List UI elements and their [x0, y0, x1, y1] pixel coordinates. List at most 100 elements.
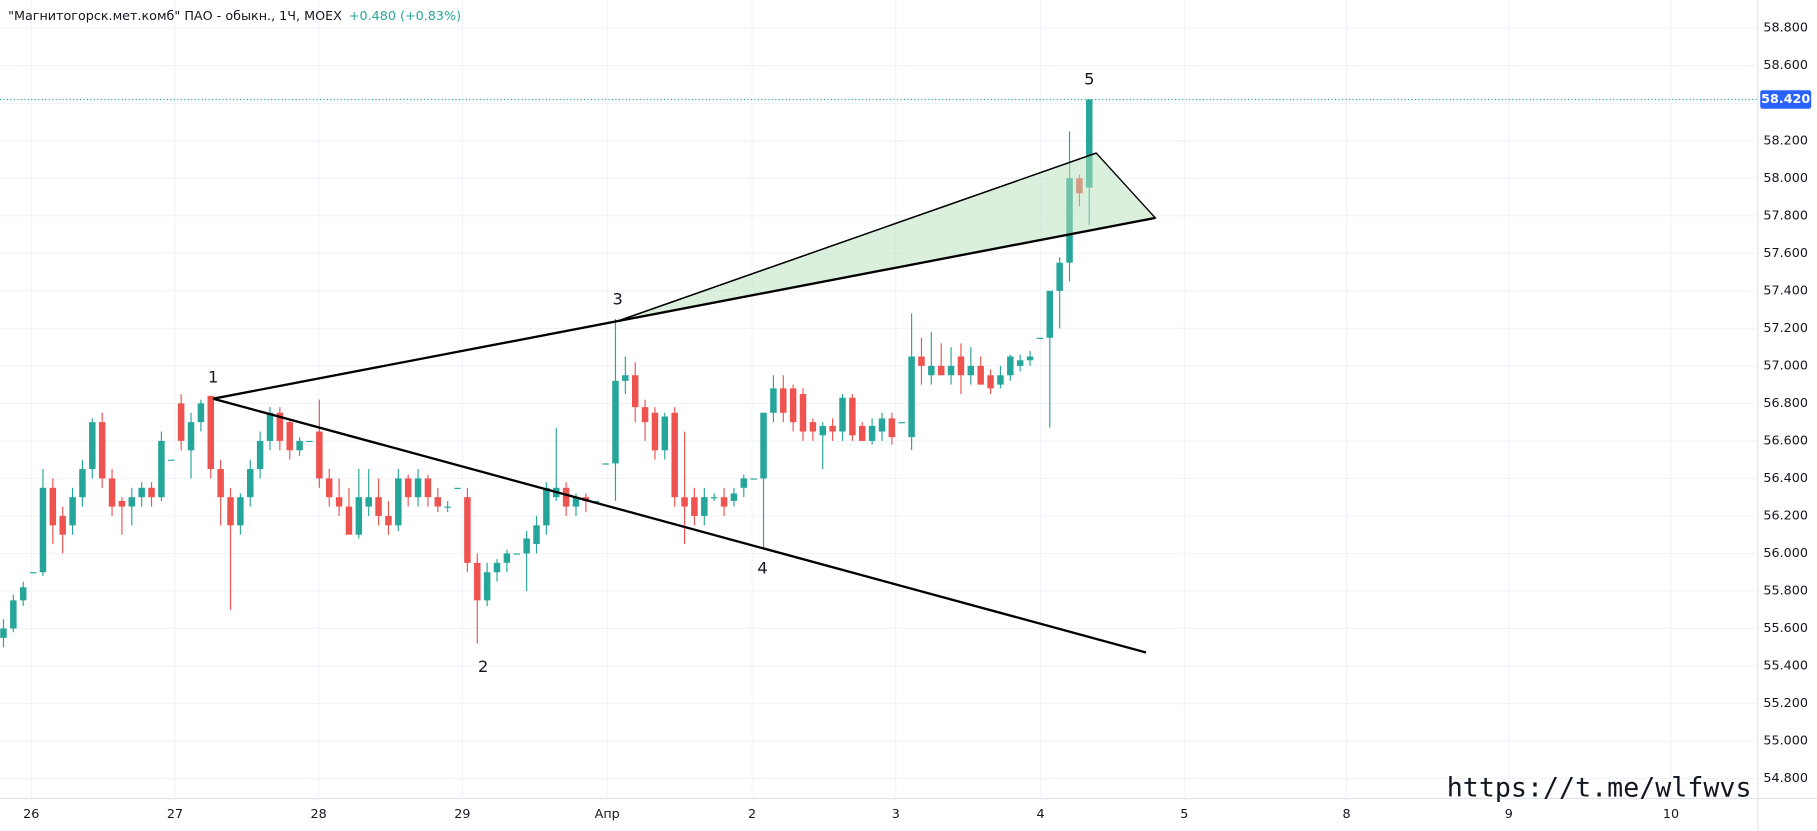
candle-body	[651, 412, 659, 451]
candle-body	[89, 422, 96, 470]
candle-body	[898, 422, 905, 424]
x-tick-label: 9	[1505, 807, 1513, 822]
candle-body	[937, 365, 945, 376]
candle-body	[345, 506, 353, 535]
candle-body	[197, 403, 205, 423]
candle-body	[1036, 337, 1044, 339]
watermark: https://t.me/wlfwvs	[1447, 773, 1752, 804]
candle-body	[128, 497, 136, 507]
candle-body	[681, 497, 688, 507]
candle-body	[809, 422, 817, 432]
candle-body	[641, 407, 649, 423]
x-tick-label: 26	[23, 807, 39, 822]
candle-body	[187, 422, 195, 451]
candle-body	[533, 525, 540, 545]
candle-body	[858, 425, 866, 441]
y-tick-label: 58.600	[1763, 58, 1808, 73]
candle-body	[661, 416, 669, 451]
candle-body	[404, 478, 412, 498]
candle-body	[957, 356, 965, 376]
candle-body	[424, 478, 432, 498]
candle-body	[918, 356, 925, 366]
price-change: +0.480 (+0.83%)	[349, 9, 461, 24]
candle-body	[513, 553, 521, 555]
candle-body	[1046, 290, 1054, 338]
candle-body	[750, 478, 757, 480]
y-tick-label: 57.800	[1763, 208, 1808, 223]
candle-body	[612, 380, 619, 464]
y-tick-label: 57.000	[1763, 358, 1808, 373]
candle-body	[1026, 356, 1034, 361]
candle-body	[247, 469, 254, 498]
candle-body	[1007, 356, 1014, 376]
x-tick-label: 3	[892, 807, 900, 822]
candle-body	[286, 422, 293, 451]
wave-label: 1	[208, 367, 218, 386]
y-tick-label: 57.400	[1763, 283, 1808, 298]
candle-body	[671, 412, 678, 498]
y-tick-label: 55.400	[1763, 659, 1808, 674]
y-tick-label: 58.000	[1763, 171, 1808, 186]
candle-body	[997, 375, 1004, 385]
candle-body	[316, 431, 323, 479]
candle-body	[79, 469, 86, 498]
candle-body	[98, 422, 106, 479]
wedge-top	[617, 152, 1097, 322]
candle-body	[977, 365, 984, 385]
candle-body	[493, 562, 501, 573]
y-tick-label: 56.400	[1763, 471, 1808, 486]
candle-body	[888, 418, 896, 438]
x-tick-label: 10	[1663, 807, 1679, 822]
last-price-label: 58.420	[1761, 92, 1810, 107]
y-tick-label: 56.800	[1763, 396, 1808, 411]
candle-body	[868, 425, 876, 441]
candle-body	[385, 515, 392, 526]
candle-body	[760, 412, 767, 479]
y-tick-label: 58.800	[1763, 21, 1808, 36]
candle-body	[237, 497, 244, 526]
candle-body	[325, 478, 333, 498]
candle-body	[631, 375, 639, 408]
candle-body	[39, 487, 47, 573]
y-tick-label: 54.800	[1763, 771, 1808, 786]
candle-body	[780, 388, 787, 413]
candle-body	[562, 487, 570, 507]
y-tick-label: 55.000	[1763, 734, 1808, 749]
x-tick-label: Апр	[595, 807, 620, 822]
candle-body	[1016, 360, 1024, 366]
candle-body	[878, 418, 886, 432]
candles	[0, 99, 1093, 648]
candle-body	[414, 478, 422, 498]
candle-body	[483, 572, 491, 601]
candle-body	[49, 487, 57, 526]
candle-body	[543, 487, 550, 526]
candle-body	[474, 562, 481, 601]
candle-body	[740, 478, 748, 488]
candle-body	[523, 538, 530, 554]
axes: 54.800 55.000 55.200 55.400 55.600 55.800 56.0…	[23, 21, 1812, 822]
y-tick-label: 56.600	[1763, 433, 1808, 448]
x-tick-label: 8	[1342, 807, 1350, 822]
candle-body	[375, 497, 382, 516]
candle-body	[987, 375, 994, 389]
candle-body	[691, 497, 698, 516]
y-tick-label: 58.200	[1763, 133, 1808, 148]
candle-body	[789, 388, 797, 423]
candle-body	[928, 365, 935, 376]
candle-body	[454, 487, 461, 489]
candle-body	[819, 425, 827, 436]
candle-body	[335, 497, 343, 507]
candle-body	[266, 412, 274, 441]
candle-body	[720, 497, 728, 507]
y-tick-label: 55.200	[1763, 696, 1808, 711]
candle-body	[256, 440, 264, 470]
y-tick-label: 55.600	[1763, 621, 1808, 636]
grid	[0, 0, 1758, 798]
wave-pattern: 1 2 3 4 5	[208, 70, 1157, 676]
candle-body	[829, 425, 836, 432]
wave-label: 3	[612, 290, 622, 309]
x-tick-label: 5	[1180, 807, 1188, 822]
wave-label: 2	[478, 657, 488, 676]
candle-body	[444, 506, 451, 508]
